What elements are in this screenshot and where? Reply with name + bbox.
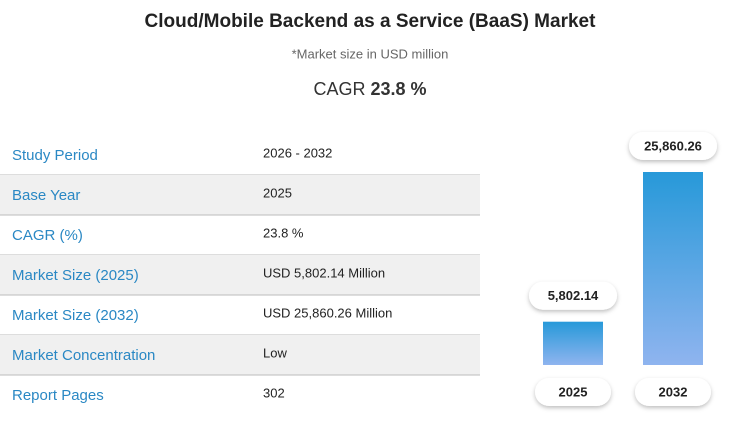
- value-label: 25,860.26: [644, 138, 702, 153]
- row-value: 23.8 %: [263, 225, 304, 240]
- row-label: Market Size (2025): [12, 267, 139, 284]
- bar: [543, 321, 603, 365]
- cagr: CAGR 23.8 %: [313, 79, 426, 99]
- title: Cloud/Mobile Backend as a Service (BaaS)…: [145, 11, 597, 32]
- value-label-box: [529, 281, 617, 310]
- bar: [643, 172, 703, 365]
- row-value: 302: [263, 385, 285, 400]
- row-value: USD 5,802.14 Million: [263, 265, 385, 280]
- subtitle: *Market size in USD million: [292, 46, 449, 61]
- row-label: Report Pages: [12, 387, 104, 404]
- row-label: Market Concentration: [12, 347, 155, 364]
- value-label-box: [629, 132, 717, 160]
- row-label: Market Size (2032): [12, 307, 139, 324]
- cagr-value: 23.8 %: [370, 79, 426, 99]
- row-background: [0, 175, 480, 215]
- x-tick-label: 2032: [659, 384, 688, 399]
- value-label: 5,802.14: [548, 288, 599, 303]
- row-value: 2025: [263, 185, 292, 200]
- x-tick-label: 2025: [559, 384, 588, 399]
- row-value: Low: [263, 345, 287, 360]
- row-label: Study Period: [12, 147, 98, 164]
- row-value: 2026 - 2032: [263, 145, 332, 160]
- cagr-label: CAGR: [313, 79, 365, 99]
- row-value: USD 25,860.26 Million: [263, 305, 392, 320]
- row-label: Base Year: [12, 187, 80, 204]
- x-tick-label-box: [535, 378, 611, 406]
- row-label: CAGR (%): [12, 227, 83, 244]
- row-background: [0, 255, 480, 295]
- row-background: [0, 335, 480, 375]
- x-tick-label-box: [635, 378, 711, 406]
